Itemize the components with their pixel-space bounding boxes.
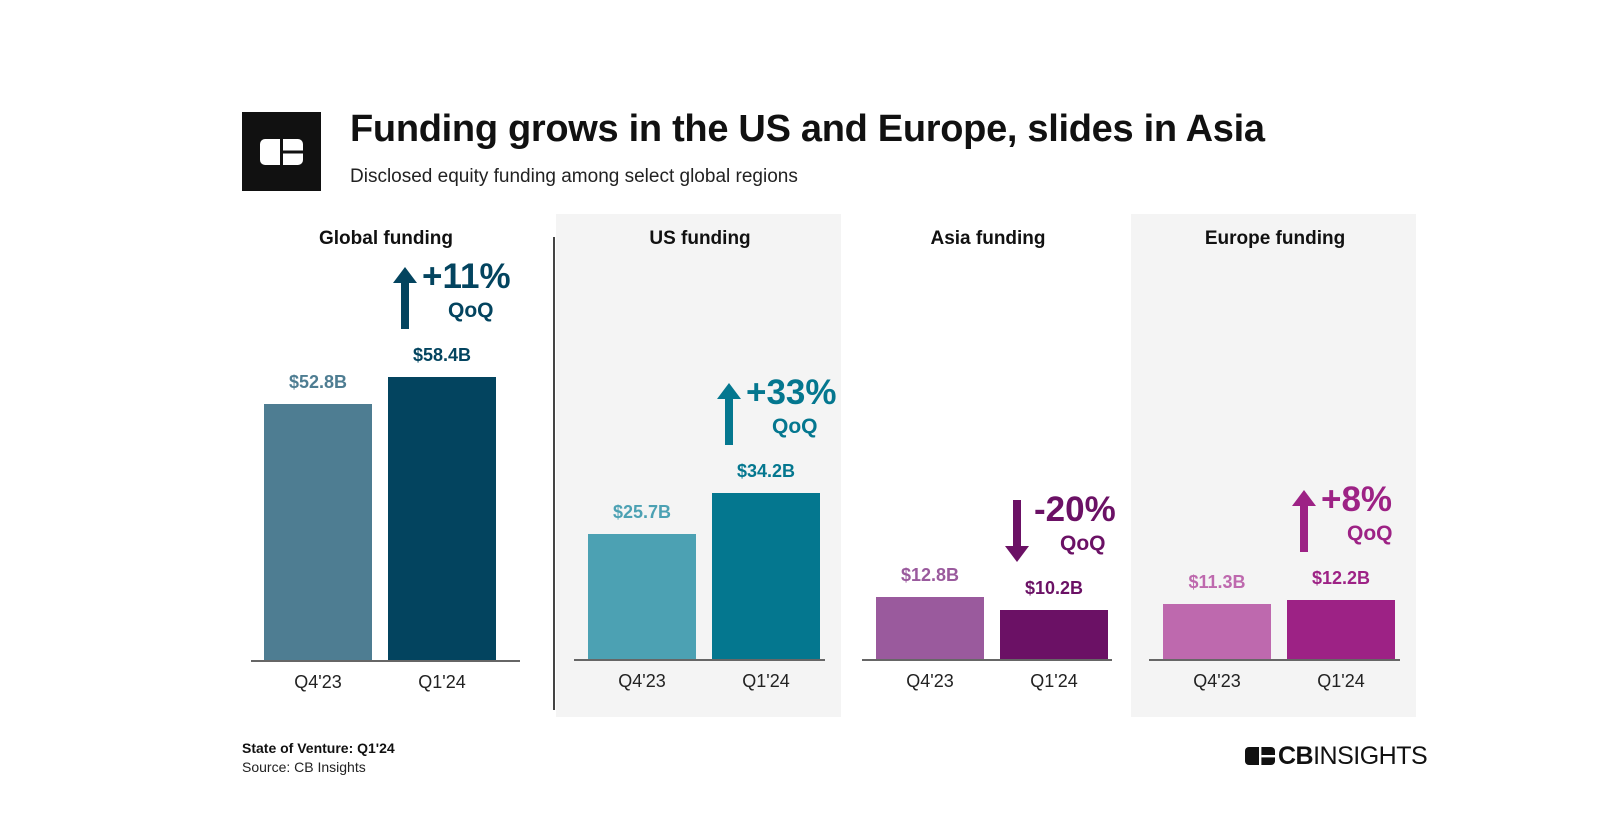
- arrow-down-icon: [1005, 500, 1029, 562]
- global-funding-baseline: [251, 660, 520, 662]
- asia-funding-change-percent: -20%: [1034, 490, 1116, 529]
- arrow-up-icon: [1292, 490, 1316, 552]
- panel-divider: [553, 237, 555, 710]
- asia-funding-value-label-2: $10.2B: [1024, 578, 1084, 598]
- europe-funding-category-label-1: Q4'23: [1193, 671, 1241, 691]
- global-funding-category-label-1: Q4'23: [294, 672, 342, 692]
- europe-funding-bar-2: [1287, 600, 1395, 659]
- cb-insights-brand: CB INSIGHTS: [1245, 741, 1428, 770]
- global-funding-change-percent: +11%: [422, 257, 511, 296]
- europe-funding-value-label-1: $11.3B: [1188, 572, 1246, 592]
- brand-cb-text: CB: [1278, 741, 1314, 770]
- asia-funding-title: Asia funding: [930, 228, 1046, 249]
- us-funding-category-label-1: Q4'23: [618, 671, 666, 691]
- us-funding-value-label-2: $34.2B: [736, 461, 796, 481]
- chart-subtitle: Disclosed equity funding among select gl…: [350, 166, 798, 187]
- europe-funding-change-period: QoQ: [1347, 522, 1393, 545]
- brand-insights-text: INSIGHTS: [1313, 741, 1428, 770]
- asia-funding-value-label-1: $12.8B: [900, 565, 960, 585]
- global-funding-bar-2: [388, 377, 496, 660]
- europe-funding-category-label-2: Q1'24: [1317, 671, 1365, 691]
- europe-funding-baseline: [1149, 659, 1400, 661]
- global-funding-change-period: QoQ: [448, 299, 494, 322]
- chart-title: Funding grows in the US and Europe, slid…: [350, 108, 1265, 150]
- us-funding-change-percent: +33%: [746, 373, 837, 412]
- us-funding-value-label-1: $25.7B: [612, 502, 672, 522]
- asia-funding-category-label-2: Q1'24: [1030, 671, 1078, 691]
- global-funding-bar-1: [264, 404, 372, 660]
- asia-funding-category-label-1: Q4'23: [906, 671, 954, 691]
- arrow-up-icon: [717, 383, 741, 445]
- report-name: State of Venture: Q1'24: [242, 740, 395, 756]
- europe-funding-bar-1: [1163, 604, 1271, 659]
- global-funding-value-label-2: $58.4B: [412, 345, 472, 365]
- global-funding-value-label-1: $52.8B: [288, 372, 348, 392]
- asia-funding-bar-1: [876, 597, 984, 659]
- us-funding-title: US funding: [649, 228, 751, 249]
- global-funding-category-label-2: Q1'24: [418, 672, 466, 692]
- asia-funding-change-period: QoQ: [1060, 532, 1106, 555]
- europe-funding-value-label-2: $12.2B: [1311, 568, 1371, 588]
- us-funding-category-label-2: Q1'24: [742, 671, 790, 691]
- us-funding-baseline: [574, 659, 825, 661]
- europe-funding-title: Europe funding: [1204, 228, 1346, 249]
- us-funding-change-period: QoQ: [772, 415, 818, 438]
- cb-logo-icon: [242, 112, 321, 191]
- asia-funding-bar-2: [1000, 610, 1108, 659]
- asia-funding-baseline: [862, 659, 1112, 661]
- us-funding-bar-1: [588, 534, 696, 659]
- source-note: Source: CB Insights: [242, 759, 366, 775]
- us-funding-bar-2: [712, 493, 820, 659]
- global-funding-title: Global funding: [318, 228, 454, 249]
- europe-funding-change-percent: +8%: [1321, 480, 1393, 519]
- cb-brand-icon: [1245, 747, 1275, 765]
- arrow-up-icon: [393, 267, 417, 329]
